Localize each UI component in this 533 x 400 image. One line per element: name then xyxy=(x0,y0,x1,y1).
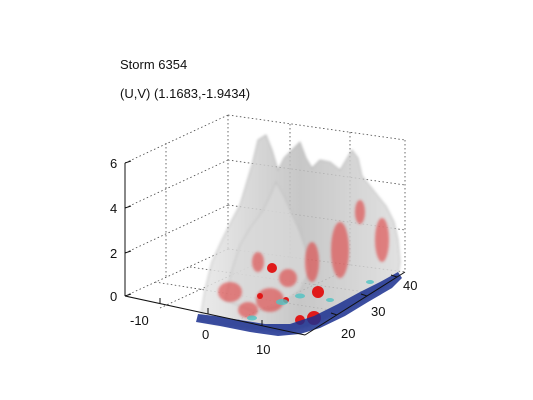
axes-frame xyxy=(124,163,406,336)
cyan-isosurface xyxy=(247,280,374,321)
chart-subtitle: (U,V) (1.1683,-1.9434) xyxy=(120,86,251,101)
red-isosurface xyxy=(218,200,389,318)
z-tick-label: 2 xyxy=(110,246,117,261)
z-tick-label: 6 xyxy=(110,156,117,171)
y-tick-label: 40 xyxy=(403,278,417,293)
x-tick-label: -10 xyxy=(130,313,149,328)
y-tick-label: 30 xyxy=(371,304,385,319)
y-tick-label: 20 xyxy=(341,326,355,341)
chart-title: Storm 6354 xyxy=(120,57,188,72)
x-tick-label: 0 xyxy=(202,327,209,342)
isosurface-group xyxy=(196,134,402,336)
z-tick-label: 0 xyxy=(110,289,117,304)
tick-labels: 6 4 2 0 -10 0 10 20 30 40 xyxy=(110,156,417,357)
x-tick-label: 10 xyxy=(256,342,270,357)
tick-marks xyxy=(124,160,398,326)
z-tick-label: 4 xyxy=(110,201,117,216)
blue-ground-layer xyxy=(196,272,402,336)
